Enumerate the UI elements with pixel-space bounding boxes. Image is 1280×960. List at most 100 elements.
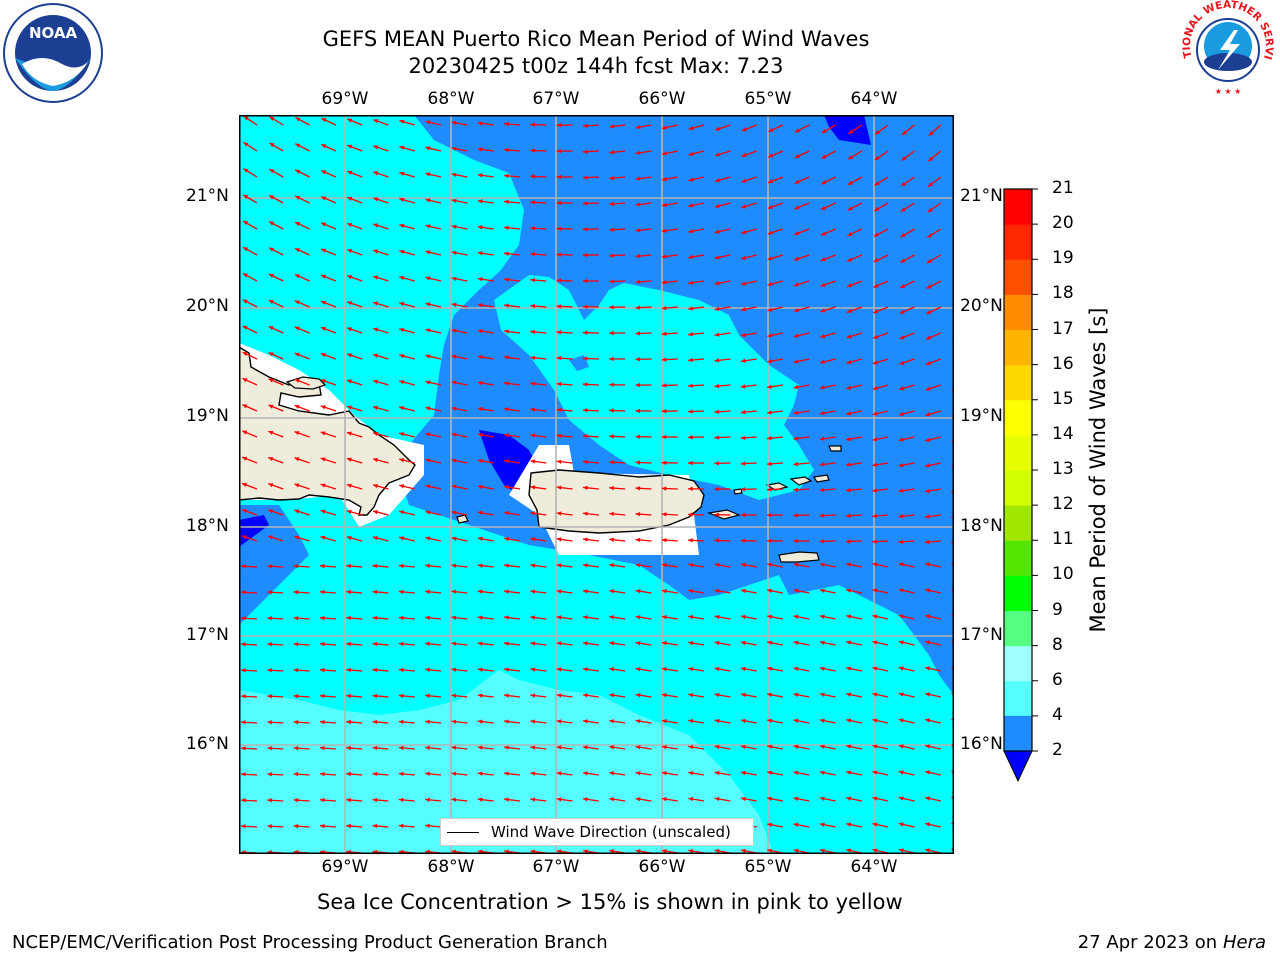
wind-arrow-head <box>556 719 562 724</box>
wind-arrow-head <box>688 460 693 466</box>
wind-arrow-head <box>794 282 799 287</box>
wind-arrow-head <box>399 301 405 307</box>
wind-arrow-head <box>530 563 536 568</box>
wind-arrow-head <box>926 258 932 264</box>
wind-arrow-head <box>873 309 879 314</box>
wind-arrow-head <box>530 148 535 153</box>
wind-arrow-head <box>609 849 615 854</box>
wind-arrow-head <box>661 409 667 414</box>
wind-arrow-head <box>530 355 536 361</box>
wind-arrow-head <box>609 253 614 258</box>
wind-arrow-head <box>425 198 431 203</box>
wind-arrow-head <box>898 770 904 775</box>
wind-arrow-head <box>372 719 378 725</box>
wind-arrow-head <box>241 746 246 751</box>
wind-arrow-head <box>347 144 353 149</box>
noaa-logo: NOAA <box>2 2 104 104</box>
wind-arrow-head <box>873 258 879 262</box>
wind-arrow-head <box>346 509 352 515</box>
wind-arrow-head <box>346 563 351 569</box>
wind-arrow-head <box>399 145 405 150</box>
wind-arrow-head <box>872 666 878 671</box>
wind-arrow-head <box>925 614 931 619</box>
wind-arrow-head <box>530 433 536 438</box>
wind-arrow-head <box>872 513 877 519</box>
wind-arrow-head <box>740 588 746 594</box>
wind-arrow-head <box>714 229 720 234</box>
wind-arrow-head <box>898 796 904 801</box>
wind-arrow-head <box>293 824 299 829</box>
wind-arrow-head <box>556 667 562 672</box>
wind-arrow-head <box>399 432 405 437</box>
wind-arrow-head <box>294 352 300 357</box>
wind-arrow-head <box>425 667 430 672</box>
wind-arrow-head <box>373 119 379 124</box>
chart-title: GEFS MEAN Puerto Rico Mean Period of Win… <box>322 27 870 51</box>
wind-arrow-head <box>872 640 878 645</box>
wind-arrow-head <box>346 615 351 621</box>
wind-arrow-head <box>714 409 720 414</box>
wind-arrow-head <box>582 485 588 491</box>
wind-arrow-head <box>556 693 562 698</box>
wind-arrow-head <box>714 640 720 646</box>
wind-arrow-head <box>662 719 667 724</box>
wind-arrow-head <box>740 614 746 620</box>
colorbar-tick-label: 2 <box>1052 740 1063 760</box>
wind-arrow-head <box>373 249 379 254</box>
wind-arrow-head <box>398 797 404 803</box>
wind-arrow-head <box>872 462 878 467</box>
wind-arrow-head <box>635 202 641 207</box>
wind-arrow-head <box>504 563 509 568</box>
wind-arrow-head <box>793 436 799 441</box>
wind-arrow-head <box>269 247 275 252</box>
wind-arrow-head <box>346 797 351 803</box>
wind-arrow-head <box>583 615 588 620</box>
wind-arrow-head <box>504 381 509 386</box>
wind-arrow-head <box>925 692 931 697</box>
wind-arrow-head <box>425 797 430 802</box>
wind-arrow-head <box>346 483 352 488</box>
wind-arrow-head <box>477 277 483 282</box>
wind-arrow-head <box>714 255 720 260</box>
wind-arrow-head <box>347 301 353 306</box>
wind-arrow-head <box>243 142 249 147</box>
lat-label-right: 17°N <box>960 625 1003 645</box>
wind-arrow-head <box>688 229 694 234</box>
wind-arrow-head <box>662 202 667 208</box>
wind-arrow-head <box>819 822 825 827</box>
wind-arrow-head <box>582 330 588 335</box>
wind-arrow-head <box>321 144 327 149</box>
wind-arrow-head <box>821 180 827 185</box>
lat-label-right: 16°N <box>960 734 1003 754</box>
wind-arrow-head <box>767 307 773 312</box>
wind-arrow-head <box>451 719 457 724</box>
wind-arrow-head <box>267 616 272 621</box>
wind-arrow-head <box>398 771 404 777</box>
wind-arrow-head <box>846 666 852 671</box>
wind-arrow-head <box>793 461 799 467</box>
wind-arrow-head <box>819 692 825 697</box>
wind-arrow-head <box>399 197 405 202</box>
wind-arrow-head <box>927 207 933 213</box>
colorbar-tick-label: 13 <box>1052 459 1074 479</box>
wind-arrow-head <box>925 848 931 853</box>
wind-arrow-head <box>767 204 773 209</box>
lon-label-bottom: 65°W <box>744 857 792 877</box>
wind-arrow-head <box>425 536 431 541</box>
wind-arrow-head <box>635 305 641 310</box>
wind-arrow-head <box>320 405 326 410</box>
wind-arrow-head <box>556 511 562 516</box>
wind-arrow-head <box>373 353 379 358</box>
wind-arrow-head <box>925 796 931 801</box>
wind-arrow-head <box>714 358 720 363</box>
wind-arrow-head <box>898 718 904 723</box>
wind-arrow-head <box>793 614 799 619</box>
wind-arrow-head <box>319 771 325 777</box>
wind-arrow-head <box>740 718 746 724</box>
wind-arrow-head <box>477 536 483 542</box>
wind-arrow-head <box>425 823 430 828</box>
wind-arrow-head <box>242 378 248 383</box>
wind-arrow-head <box>373 510 378 515</box>
wind-arrow-head <box>372 693 378 699</box>
lon-label-bottom: 64°W <box>850 857 898 877</box>
